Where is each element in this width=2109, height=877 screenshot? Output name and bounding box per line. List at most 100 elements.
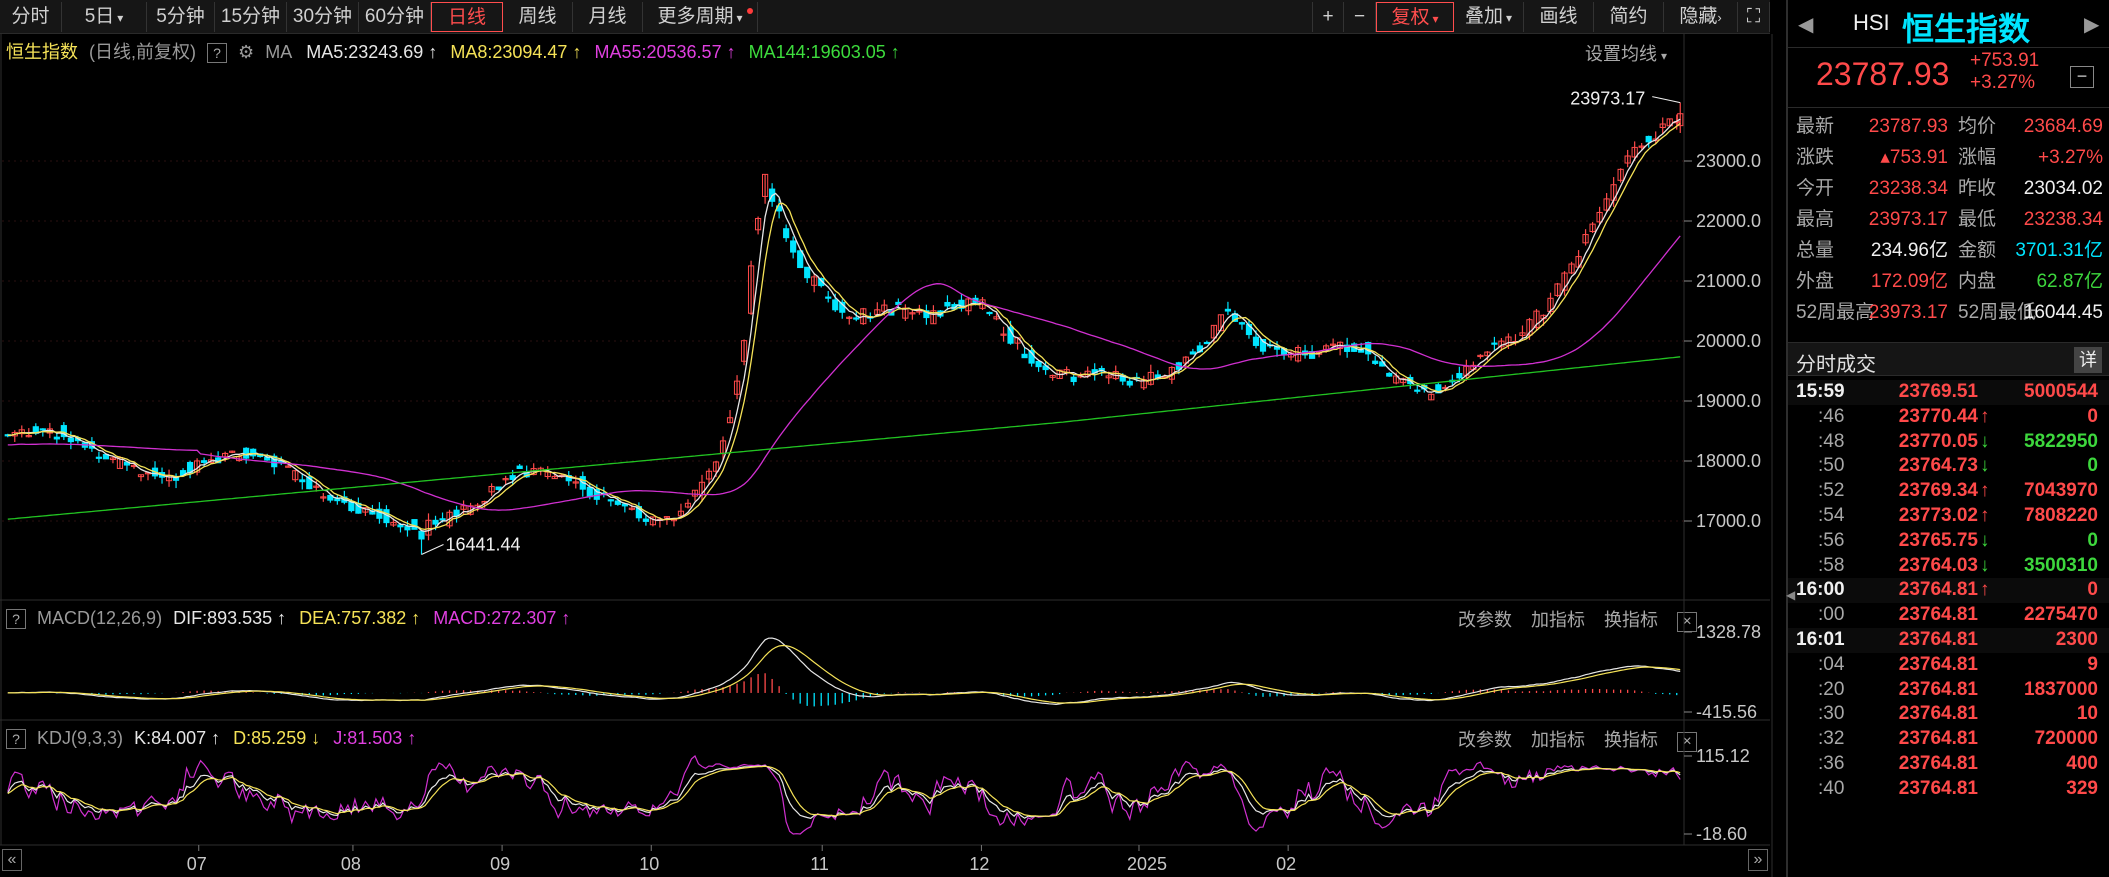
candle-body	[916, 310, 923, 313]
edit-params-link[interactable]: 改参数	[1458, 730, 1512, 750]
trade-row: :56 23765.75 ↓ 0	[1788, 529, 2109, 554]
help-icon[interactable]: ?	[6, 729, 26, 750]
switch-indicator-link[interactable]: 换指标	[1604, 610, 1659, 630]
scroll-right-button[interactable]: »	[1748, 849, 1768, 871]
next-stock-icon[interactable]: ▶	[2084, 14, 2100, 36]
trade-price: 23764.81	[1898, 579, 1978, 601]
period-tab-monthly[interactable]: 月线	[573, 2, 643, 32]
zoom-in-button[interactable]: +	[1312, 2, 1344, 32]
quote-label: 最高	[1796, 209, 1835, 230]
kline-chart[interactable]: 23000.0 22000.0 21000.0 20000.0 19000.0 18000…	[0, 0, 1786, 877]
scroll-left-button[interactable]: «	[2, 849, 22, 871]
zoom-out-button[interactable]: −	[1344, 2, 1376, 32]
candle-body	[986, 311, 993, 315]
trade-price: 23764.81	[1898, 777, 1978, 799]
quote-label: 今开	[1796, 178, 1835, 199]
candle-body	[1224, 308, 1232, 312]
trade-price: 23764.73	[1898, 455, 1978, 477]
candle-body	[411, 519, 418, 530]
chevron-down-icon: ▾	[117, 11, 124, 25]
trade-time: :58	[1818, 554, 1845, 576]
quote-label: 最新	[1796, 116, 1835, 137]
candle-body	[818, 278, 825, 287]
trades-header: 分时成交 详	[1788, 342, 2109, 376]
candle-body	[1428, 393, 1435, 401]
trade-time: :56	[1818, 529, 1845, 551]
j-line	[7, 755, 1681, 835]
collapse-button[interactable]: −	[2070, 66, 2094, 88]
candle-body	[1210, 324, 1218, 339]
candle-body	[1568, 263, 1575, 274]
close-icon[interactable]: ×	[1677, 732, 1698, 752]
trade-row: :40 23764.81 329	[1788, 777, 2109, 802]
period-tab-5min[interactable]: 5分钟	[147, 2, 215, 32]
arrow-down-icon: ↓	[1980, 529, 1990, 551]
period-tab-timeshare[interactable]: 分时	[0, 2, 62, 32]
quote-label: 最低	[1958, 209, 1997, 230]
candle-body	[1217, 314, 1225, 332]
quote-label: 总量	[1796, 240, 1835, 261]
overlay-dropdown[interactable]: 叠加 ▾	[1454, 2, 1524, 32]
kdj-title: KDJ(9,3,3)	[37, 728, 124, 748]
period-tab-weekly[interactable]: 周线	[503, 2, 573, 32]
trade-time: :48	[1818, 430, 1845, 452]
period-tab-daily[interactable]: 日线	[431, 2, 503, 32]
period-toolbar: 分时 5日 ▾ 5分钟 15分钟 30分钟 60分钟 日线 周线 月线 更多周期 ▾…	[0, 0, 1770, 34]
period-tab-30min[interactable]: 30分钟	[287, 2, 359, 32]
simple-mode-button[interactable]: 简约	[1594, 2, 1664, 32]
period-tab-15min[interactable]: 15分钟	[215, 2, 287, 32]
candle-body	[649, 516, 657, 526]
candle-body	[1021, 353, 1028, 359]
quote-row: 外盘 172.09亿 内盘 62.87亿	[1788, 267, 2109, 297]
add-indicator-link[interactable]: 加指标	[1531, 730, 1586, 750]
fullscreen-icon[interactable]: ⛶	[1738, 2, 1770, 32]
candle-body	[397, 524, 404, 528]
trade-volume: 7808220	[2024, 505, 2098, 526]
trade-time: 16:01	[1796, 629, 1845, 650]
candle-body	[1533, 310, 1540, 329]
trade-price: 23765.75	[1898, 529, 1978, 551]
add-indicator-link[interactable]: 加指标	[1531, 610, 1586, 630]
edit-params-link[interactable]: 改参数	[1458, 610, 1512, 630]
quote-label: 金额	[1958, 240, 1997, 261]
arrow-up-icon: ↑	[406, 608, 421, 628]
period-tab-5day[interactable]: 5日 ▾	[62, 2, 147, 32]
candle-body	[733, 380, 741, 395]
ma-settings-link[interactable]: 设置均线 ▾	[1585, 44, 1668, 64]
more-periods-dropdown[interactable]: 更多周期 ▾	[643, 2, 758, 32]
candle-body	[1645, 135, 1652, 143]
restore-rights-dropdown[interactable]: 复权 ▾	[1376, 2, 1454, 32]
arrow-down-icon: ↓	[306, 728, 321, 748]
last-price: 23787.93	[1816, 56, 1950, 92]
dif-value: DIF:893.535	[173, 608, 273, 628]
quote-header: ◀ HSI 恒生指数 ▶	[1788, 0, 2109, 48]
index-title: 恒生指数	[1902, 11, 2031, 47]
trade-price: 23769.51	[1898, 381, 1978, 402]
gear-icon[interactable]: ⚙	[238, 42, 255, 62]
candle-body	[1330, 343, 1337, 346]
index-name: 恒生指数	[6, 42, 78, 62]
hide-panel-button[interactable]: 隐藏›	[1664, 2, 1738, 32]
help-icon[interactable]: ?	[207, 43, 228, 64]
candle-body	[313, 485, 320, 488]
candlesticks	[4, 102, 1684, 555]
quote-label: 52周最高	[1796, 302, 1875, 323]
detail-button[interactable]: 详	[2074, 347, 2102, 373]
trade-volume: 329	[2066, 777, 2098, 799]
candle-body	[18, 429, 25, 435]
arrow-down-icon: ↓	[1980, 554, 1990, 576]
candle-body	[425, 519, 432, 536]
trade-price: 23764.81	[1898, 678, 1978, 700]
candle-body	[1603, 198, 1610, 211]
switch-indicator-link[interactable]: 换指标	[1604, 730, 1659, 750]
panel-collapse-handle[interactable]: ◀	[1786, 588, 1796, 602]
period-tab-60min[interactable]: 60分钟	[359, 2, 431, 32]
draw-line-button[interactable]: 画线	[1524, 2, 1594, 32]
trade-volume: 7043970	[2024, 480, 2098, 502]
trade-price: 23764.81	[1898, 653, 1978, 675]
help-icon[interactable]: ?	[6, 609, 26, 630]
prev-stock-icon[interactable]: ◀	[1798, 14, 1814, 36]
trade-time: :20	[1818, 678, 1845, 700]
candle-body	[243, 447, 250, 459]
ma55-value: MA55:20536.57	[594, 42, 722, 62]
